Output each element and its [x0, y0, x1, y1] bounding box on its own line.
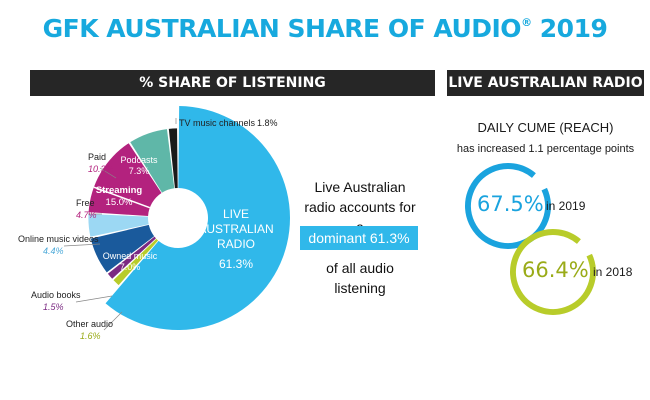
slice-online-music-videos [88, 214, 149, 237]
value-audio-books: 1.5% [43, 302, 64, 312]
dominant-highlight: dominant 61.3% [300, 226, 418, 250]
value-podcasts: 7.3% [129, 166, 150, 176]
value-free: 4.7% [76, 210, 97, 220]
share-of-listening-header: % SHARE OF LISTENING [30, 70, 435, 96]
label-audio-books: Audio books [31, 290, 81, 300]
value-tv-music-channels: 1.8% [257, 118, 278, 128]
cume-2018-year: in 2018 [593, 265, 633, 279]
label-live-radio-l2: AUSTRALIAN [198, 222, 273, 236]
streaming-free-paid-divider [93, 186, 151, 209]
title-year: 2019 [539, 14, 608, 43]
live-radio-header: LIVE AUSTRALIAN RADIO [447, 70, 644, 96]
callout-line1: Live Australian [314, 179, 406, 195]
label-other-audio: Other audio [66, 319, 113, 329]
value-other-audio: 1.6% [80, 331, 101, 341]
value-streaming: 15.0% [106, 197, 133, 208]
label-tv-music-channels: TV music channels [179, 118, 256, 128]
title-main: GFK AUSTRALIAN SHARE OF AUDIO [42, 14, 522, 43]
value-owned-music: 7.0% [120, 262, 141, 272]
label-online-music-videos: Online music videos [18, 234, 99, 244]
cume-2019-value: 67.5% [477, 192, 544, 216]
cume-2019-year: in 2019 [546, 199, 586, 213]
leader-line [103, 311, 123, 331]
ring-2018 [510, 229, 596, 315]
slice-podcasts [130, 129, 175, 193]
value-online-music-videos: 4.4% [43, 246, 64, 256]
leader-line [63, 243, 101, 247]
registered-mark: ® [521, 16, 532, 29]
leader-line [75, 295, 113, 303]
slice-live-australian-radio [105, 106, 290, 331]
cume-2018-value: 66.4% [522, 258, 589, 282]
label-owned-music: Owned music [103, 251, 158, 261]
slice-other-audio [113, 238, 159, 286]
increase-note: has increased 1.1 percentage points [456, 143, 635, 155]
label-free: Free [76, 198, 95, 208]
label-streaming: Streaming [96, 185, 143, 196]
value-live-radio: 61.3% [219, 257, 253, 271]
leader-line [99, 167, 117, 179]
value-paid: 10.3% [88, 164, 114, 174]
slice-streaming [88, 143, 162, 217]
slice-owned-music [90, 224, 155, 273]
slice-audio-books [107, 236, 156, 279]
label-live-radio-l1: LIVE [223, 207, 249, 221]
callout-line3: of all audio [326, 260, 394, 276]
label-podcasts: Podcasts [120, 155, 158, 165]
callout-line4: listening [334, 280, 386, 296]
label-paid: Paid [88, 152, 106, 162]
page-title: GFK AUSTRALIAN SHARE OF AUDIO® 2019 [0, 14, 650, 43]
slice-tv-music-channels [168, 128, 178, 189]
daily-cume-title: DAILY CUME (REACH) [477, 120, 614, 135]
label-live-radio-l3: RADIO [217, 237, 255, 251]
